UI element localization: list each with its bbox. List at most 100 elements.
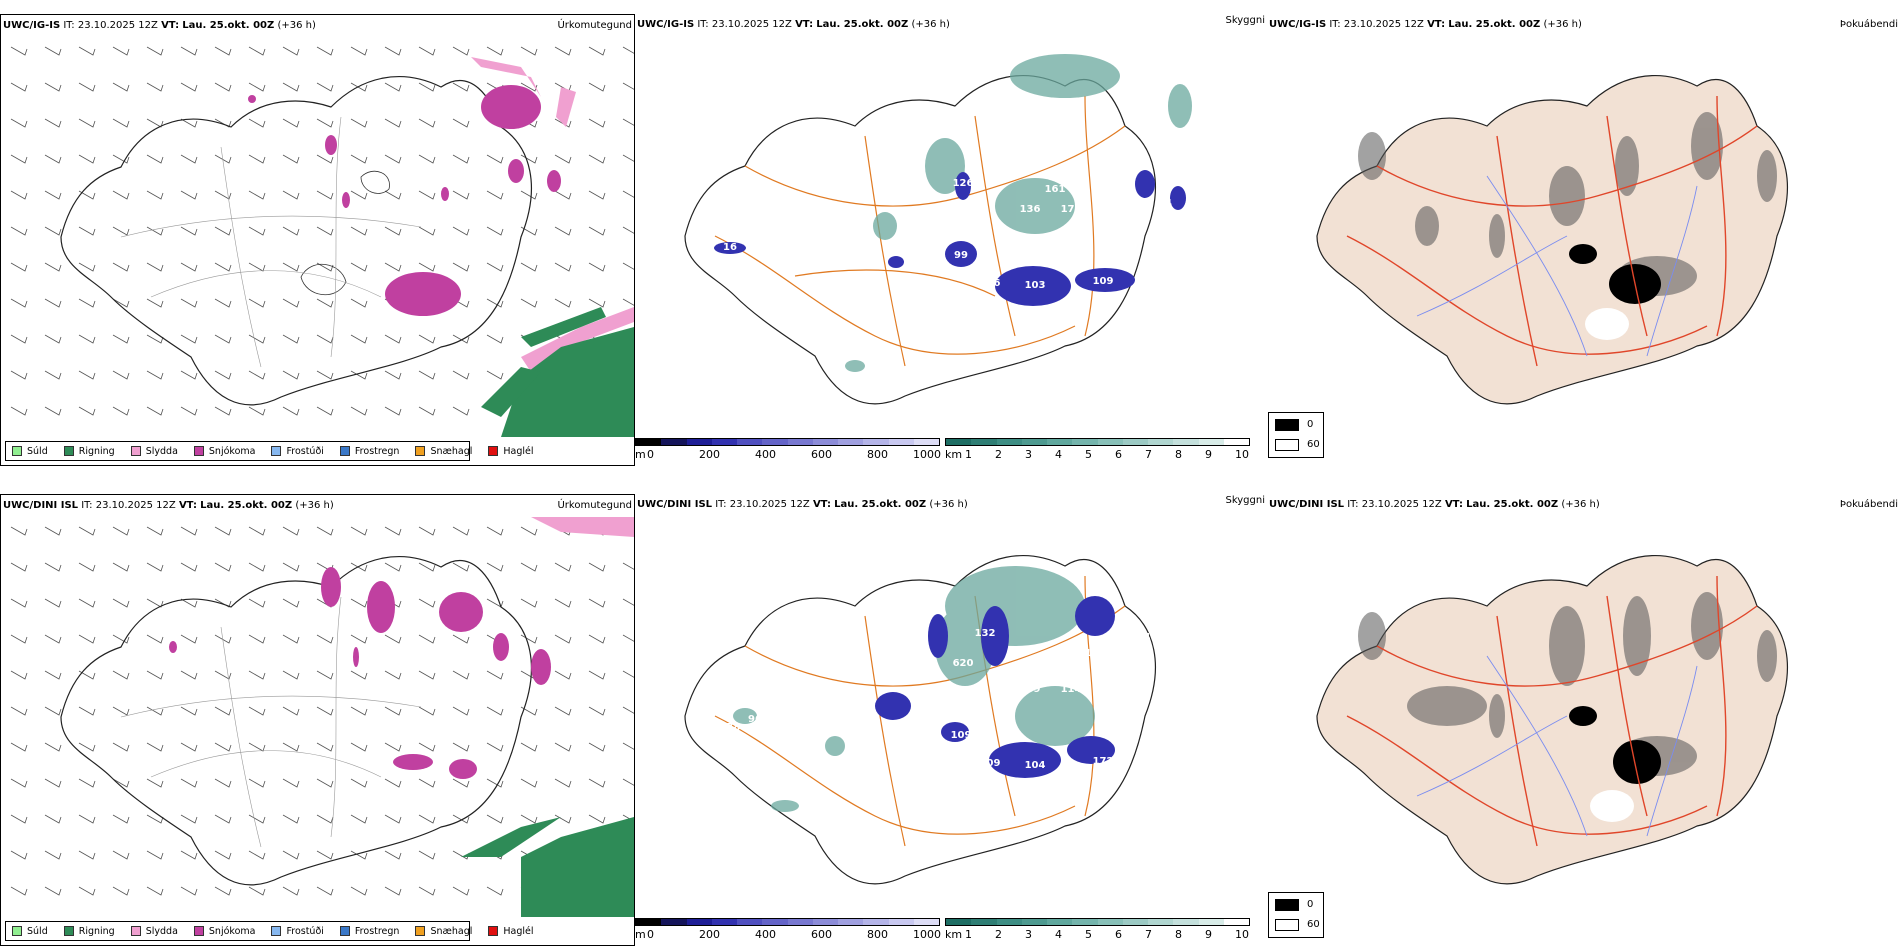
- precip-type-map: [10, 517, 634, 917]
- wind-barb: [78, 598, 96, 608]
- colorbar-tick: 9: [1205, 448, 1212, 461]
- fog-legend-label: 60: [1307, 439, 1320, 450]
- valid-time-label: VT:: [161, 20, 180, 31]
- swatch-drizzle: [12, 446, 22, 456]
- wind-barb: [180, 298, 198, 308]
- wind-barb: [316, 634, 334, 644]
- wind-barb: [146, 370, 164, 380]
- wind-barb: [486, 46, 504, 56]
- wind-barb: [588, 82, 606, 92]
- valid-time-label: VT:: [812, 499, 831, 510]
- colorbar-unit: km: [945, 448, 963, 461]
- panel-header: UWC/IG-IS IT: 23.10.2025 12Z VT: Lau. 25…: [1269, 18, 1898, 32]
- fog-legend-row1: 0 60: [1268, 412, 1324, 458]
- wind-barb: [248, 154, 266, 164]
- wind-barb: [112, 190, 130, 200]
- legend-item: Snæhagl: [415, 926, 472, 937]
- wind-barb: [622, 82, 634, 90]
- wind-barb: [146, 262, 164, 272]
- wind-barb: [282, 262, 300, 272]
- wind-barb: [588, 562, 606, 572]
- wind-barb: [214, 406, 232, 416]
- panel-header: UWC/DINI ISL IT: 23.10.2025 12Z VT: Lau.…: [1269, 498, 1898, 512]
- wind-barb: [78, 406, 96, 416]
- valid-time: Lau. 25.okt. 00Z: [1466, 499, 1559, 510]
- wind-barb: [180, 742, 198, 752]
- wind-barb: [452, 634, 470, 644]
- wind-barb: [180, 190, 198, 200]
- precip-type-panel-row2: UWC/DINI ISL IT: 23.10.2025 12Z VT: Lau.…: [0, 494, 635, 946]
- wind-barb: [214, 598, 232, 608]
- wind-barb: [112, 742, 130, 752]
- wind-barb: [486, 814, 504, 824]
- wind-barb: [316, 118, 334, 128]
- fog-swatch-0: [1275, 419, 1299, 431]
- wind-barb: [554, 190, 572, 200]
- visibility-value-label: 136: [1020, 204, 1041, 215]
- visibility-value-label: 132: [975, 628, 996, 639]
- wind-barb: [282, 562, 300, 572]
- wind-barb: [486, 190, 504, 200]
- valid-time-label: VT:: [795, 19, 814, 30]
- wind-barb: [384, 706, 402, 716]
- wind-barb: [418, 406, 436, 416]
- wind-barb: [146, 634, 164, 644]
- wind-barb: [248, 562, 266, 572]
- colorbar-tick: 7: [1145, 928, 1152, 941]
- wind-barb: [622, 670, 634, 678]
- swatch-freezing-rain: [339, 446, 350, 456]
- wind-barb: [486, 298, 504, 308]
- valid-time: Lau. 25.okt. 00Z: [816, 19, 909, 30]
- wind-barb: [214, 46, 232, 56]
- model-name: UWC/DINI ISL: [1269, 499, 1345, 510]
- valid-time-label: VT:: [178, 500, 197, 511]
- wind-barb: [146, 742, 164, 752]
- colorbar-tick: 1000: [913, 928, 941, 941]
- wind-barb: [44, 82, 62, 92]
- colorbar-tick: 2: [995, 448, 1002, 461]
- wind-barb: [78, 370, 96, 380]
- wind-barb: [520, 706, 538, 716]
- init-time: IT: 23.10.2025 12Z: [63, 20, 158, 31]
- colorbar-tick: 400: [755, 448, 776, 461]
- wind-barb: [486, 778, 504, 788]
- wind-barb: [622, 742, 634, 750]
- wind-barb: [180, 634, 198, 644]
- wind-barb: [452, 778, 470, 788]
- wind-barb: [10, 118, 28, 128]
- wind-barb: [44, 742, 62, 752]
- wind-barb: [248, 370, 266, 380]
- wind-barb: [214, 118, 232, 128]
- wind-barb: [350, 850, 368, 860]
- wind-barb: [248, 46, 266, 56]
- legend-item: Snjókoma: [193, 446, 255, 457]
- wind-barb: [418, 742, 436, 752]
- colorbar-tick: 200: [699, 928, 720, 941]
- wind-barb: [112, 154, 130, 164]
- visibility-value-label: 126: [953, 178, 974, 189]
- wind-barb: [112, 226, 130, 236]
- precip-type-legend: Súld Rigning Slydda Snjókoma Frostúði Fr…: [5, 921, 534, 941]
- wind-barb: [10, 226, 28, 236]
- wind-barb: [180, 262, 198, 272]
- wind-barb: [10, 814, 28, 824]
- wind-barb: [486, 562, 504, 572]
- wind-barb: [520, 298, 538, 308]
- wind-barb: [418, 526, 436, 536]
- panel-title: Úrkomutegund: [557, 500, 632, 511]
- wind-barb: [418, 562, 436, 572]
- wind-barb: [78, 190, 96, 200]
- wind-barb: [78, 82, 96, 92]
- visibility-panel-row2: UWC/DINI ISL IT: 23.10.2025 12Z VT: Lau.…: [635, 494, 1267, 946]
- legend-item: Frostregn: [339, 446, 399, 457]
- wind-barb: [78, 262, 96, 272]
- wind-barb: [452, 370, 470, 380]
- wind-barb: [316, 82, 334, 92]
- wind-barb: [316, 526, 334, 536]
- wind-barb: [112, 82, 130, 92]
- wind-barb: [248, 706, 266, 716]
- wind-barb: [282, 370, 300, 380]
- wind-barb: [282, 46, 300, 56]
- wind-barb: [10, 334, 28, 344]
- wind-barb: [180, 526, 198, 536]
